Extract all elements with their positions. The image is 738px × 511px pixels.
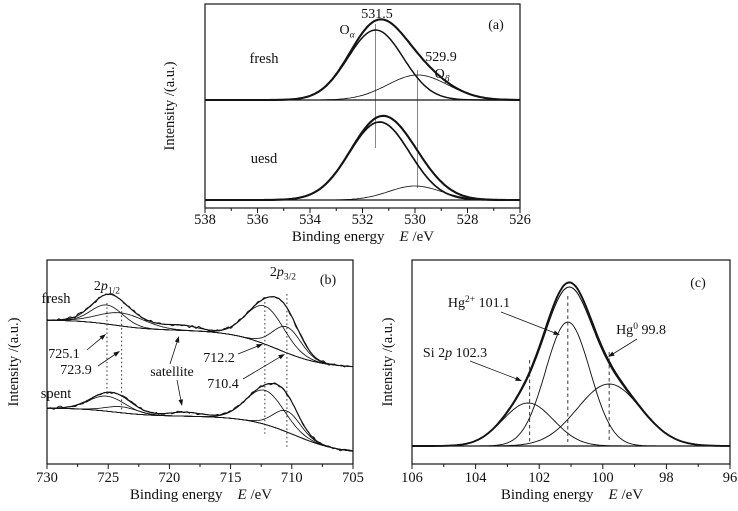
- raw-spectrum-curve: [46, 382, 354, 452]
- tick-label: 536: [247, 212, 269, 228]
- panel-label: (b): [320, 273, 337, 288]
- tick-label: 725: [97, 470, 119, 486]
- raw-spectrum-curve: [46, 293, 354, 368]
- annotation-arrowhead: [113, 351, 120, 357]
- tick-label: 720: [159, 470, 181, 486]
- component-curve: [47, 312, 354, 368]
- tick-label: 526: [509, 212, 531, 228]
- background-curve: [47, 319, 354, 368]
- panel-b: 730 725 720 715 710 705 fresh 2p1/2 2p3/2 (b) 725.…: [6, 259, 364, 503]
- component-curve: [47, 395, 354, 452]
- tick-label: 106: [401, 470, 423, 486]
- x-axis-ticks: 730 725 720 715 710 705: [36, 464, 364, 486]
- component-curve: [47, 389, 354, 452]
- annotation-label: 2p1/2: [94, 279, 120, 297]
- annotation-arrow-line: [242, 355, 282, 380]
- tick-label: 715: [220, 470, 242, 486]
- curves: [46, 293, 354, 452]
- annotation-label: uesd: [251, 151, 278, 167]
- annotation-label: Hg2+ 101.1: [448, 295, 510, 311]
- tick-label: 98: [659, 470, 674, 486]
- envelope-curve: [412, 281, 731, 447]
- annotation-label: 2p3/2: [270, 265, 296, 283]
- tick-label: 528: [457, 212, 479, 228]
- tick-label: 96: [723, 470, 738, 486]
- annotation-arrowhead: [278, 354, 285, 360]
- x-axis-title: Binding energy E /eV: [130, 487, 272, 503]
- annotation-label: Oβ: [435, 67, 450, 85]
- tick-label: 538: [194, 212, 216, 228]
- axes-box: [204, 3, 521, 209]
- y-axis-title: Intensity /(a.u.): [6, 317, 22, 406]
- annotation-arrow-line: [469, 360, 519, 380]
- annotation-label: Hg0 99.8: [616, 322, 666, 338]
- component-curve: [412, 402, 730, 447]
- annotation-label: fresh: [42, 291, 72, 307]
- x-axis-title: Binding energy E /eV: [501, 487, 643, 503]
- x-axis-ticks: 538 536 534 532 530 528 526: [194, 208, 531, 228]
- annotation-arrow-line: [500, 311, 557, 334]
- tick-label: 534: [299, 212, 322, 228]
- annotation-arrowhead: [608, 351, 615, 357]
- annotation-arrowhead: [99, 334, 106, 340]
- component-curve: [412, 383, 731, 447]
- tick-label: 100: [592, 470, 614, 486]
- component-curve: [205, 74, 520, 101]
- envelope-curve: [47, 382, 354, 452]
- component-curve: [412, 321, 730, 447]
- annotation-arrowhead: [515, 376, 522, 381]
- annotation-label: Oα: [339, 23, 355, 41]
- tick-label: 104: [465, 470, 488, 486]
- annotation-arrow-line: [169, 339, 179, 365]
- x-axis-ticks: 106 104 102 100 98 96: [401, 464, 737, 486]
- component-curve: [47, 304, 354, 368]
- annotation-label: fresh: [250, 51, 280, 67]
- tick-label: 530: [404, 212, 426, 228]
- curves: [412, 281, 731, 447]
- annotation-label: 710.4: [207, 377, 239, 392]
- envelope-curve: [205, 114, 520, 202]
- y-axis-title: Intensity /(a.u.): [162, 61, 178, 150]
- y-axis-title: Intensity /(a.u.): [380, 317, 396, 406]
- background-curve: [47, 407, 354, 452]
- annotation-arrowhead: [178, 399, 183, 406]
- annotation-label: 531.5: [361, 7, 393, 22]
- axes-box: [411, 259, 731, 465]
- tick-label: 710: [281, 470, 303, 486]
- annotation-arrow-line: [97, 352, 117, 367]
- tick-label: 102: [528, 470, 550, 486]
- panel-a: 538 536 534 532 530 528 526 531.5 Oα 529.9 Oβ fresh…: [162, 3, 531, 245]
- tick-label: 730: [36, 470, 58, 486]
- annotation-arrow-line: [237, 345, 260, 355]
- annotation-arrow-line: [86, 336, 104, 351]
- panel-label: (a): [488, 18, 504, 33]
- panel-label: (c): [690, 276, 706, 291]
- annotation-label: satellite: [150, 365, 194, 380]
- component-curve: [47, 304, 354, 368]
- annotation-arrowhead: [174, 336, 180, 343]
- annotation-arrowhead: [553, 330, 560, 335]
- tick-label: 532: [352, 212, 374, 228]
- annotation-label: 723.9: [60, 363, 92, 378]
- annotation-label: 725.1: [48, 347, 80, 362]
- annotation-arrowhead: [256, 344, 263, 349]
- annotation-label: 712.2: [203, 351, 235, 366]
- annotation-label: 529.9: [425, 50, 457, 65]
- annotation-arrow-line: [611, 338, 638, 356]
- x-axis-title: Binding energy E /eV: [292, 229, 434, 245]
- envelope-curve: [205, 18, 520, 102]
- annotation-label: Si 2p 102.3: [423, 346, 487, 361]
- tick-label: 705: [342, 470, 364, 486]
- envelope-curve: [47, 293, 354, 368]
- annotation-label: spent: [41, 386, 72, 402]
- curves: [205, 18, 520, 202]
- annotation-arrow-line: [176, 379, 182, 403]
- panel-c: 106 104 102 100 98 96 Hg2+ 101.1 Hg0 99.8 Si 2p …: [380, 259, 737, 503]
